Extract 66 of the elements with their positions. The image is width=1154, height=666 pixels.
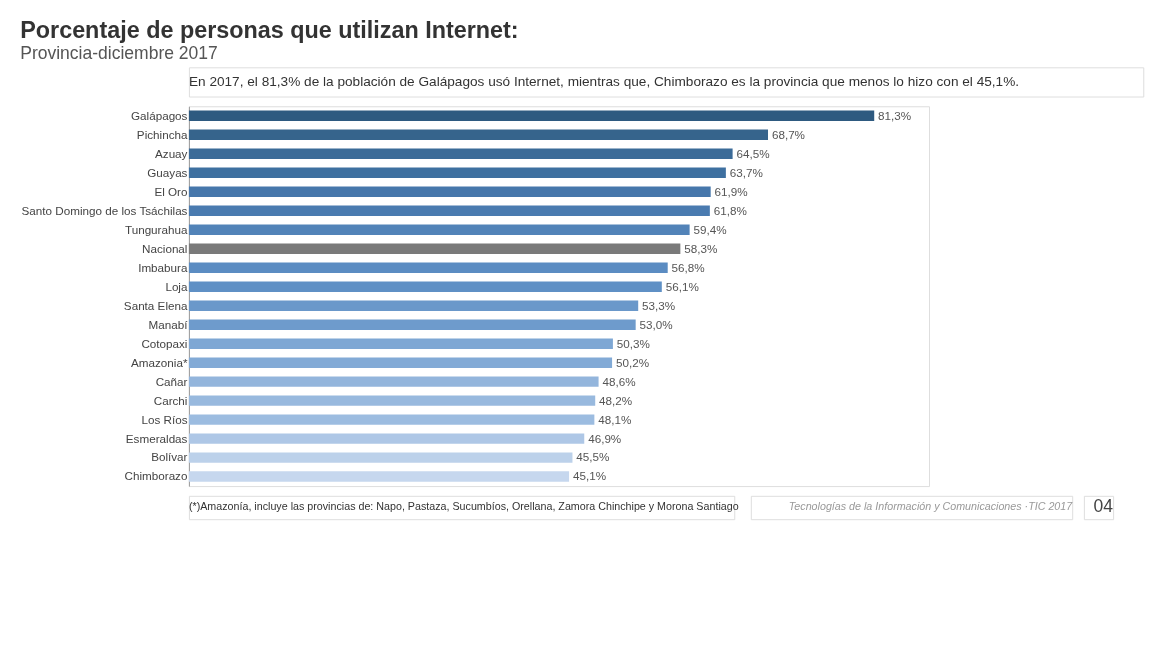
y-tick-label: Guayas — [147, 165, 188, 179]
bar — [188, 281, 662, 292]
bar — [188, 243, 681, 254]
y-tick-label: Chimborazo — [124, 469, 188, 483]
data-label: 64,5% — [736, 146, 770, 160]
bar — [188, 414, 595, 425]
data-label: 48,2% — [599, 393, 633, 407]
data-label: 61,9% — [714, 184, 748, 198]
bar — [188, 224, 690, 235]
data-label: 53,3% — [642, 298, 676, 312]
data-label: 53,0% — [639, 317, 673, 331]
y-tick-label: Amazonia* — [131, 355, 188, 369]
data-label: 48,1% — [598, 412, 632, 426]
y-tick-label: Azuay — [155, 146, 188, 160]
data-label: 50,2% — [615, 355, 650, 369]
bar — [188, 129, 769, 140]
bar — [188, 452, 573, 463]
bar — [188, 205, 710, 216]
bar — [188, 433, 585, 444]
y-tick-label: Bolívar — [151, 450, 188, 464]
data-label: 45,1% — [572, 469, 607, 483]
y-tick-label: El Oro — [154, 184, 188, 198]
text: 04 — [1093, 496, 1114, 517]
bar — [188, 110, 875, 122]
bar — [188, 395, 596, 406]
y-tick-label: Carchi — [153, 393, 188, 407]
bar — [188, 338, 613, 349]
text: Tecnologías de la Información y Comunicaciones ·TIC 2017 — [788, 500, 1074, 513]
text: En 2017, el 81,3% de la población de Galápagos usó Internet, mientras que, Chimborazo es la provincia que menos lo hizo con el 45,1%. — [188, 73, 1020, 89]
data-label: 48,6% — [602, 374, 636, 388]
data-label: 58,3% — [684, 241, 718, 255]
y-tick-label: Imbabura — [138, 260, 188, 274]
bar — [188, 167, 726, 178]
data-label: 46,9% — [588, 431, 622, 445]
y-tick-label: Nacional — [142, 241, 188, 255]
y-tick-label: Cotopaxi — [141, 336, 188, 350]
data-label: 56,1% — [665, 279, 699, 293]
y-tick-label: Manabí — [148, 317, 189, 331]
bar — [188, 148, 733, 159]
y-tick-label: Esmeraldas — [125, 431, 188, 445]
bar — [188, 471, 570, 482]
data-label: 63,7% — [729, 165, 763, 179]
data-label: 81,3% — [878, 108, 912, 122]
data-label: 59,4% — [693, 222, 727, 236]
y-tick-label: Los Ríos — [141, 412, 188, 426]
chart-subtitle: Provincia-diciembre 2017 — [20, 43, 218, 64]
bar — [188, 319, 636, 330]
bar — [188, 300, 639, 311]
y-tick-label: Santa Elena — [123, 298, 188, 312]
data-label: 50,3% — [616, 336, 650, 350]
data-label: 61,8% — [713, 203, 747, 217]
chart-title: Porcentaje de personas que utilizan Internet: — [20, 16, 519, 43]
y-tick-label: Galápagos — [131, 108, 188, 122]
data-label: 45,5% — [576, 450, 610, 464]
data-label: 56,8% — [671, 260, 705, 274]
bar — [188, 186, 711, 197]
bar — [188, 376, 599, 387]
y-tick-label: Tungurahua — [124, 222, 188, 236]
bar — [188, 357, 613, 368]
text: (*)Amazonía, incluye las provincias de: Napo, Pastaza, Sucumbíos, Orellana, Zamora Chinchipe y Morona Santiago — [188, 500, 739, 513]
y-tick-label: Pichincha — [136, 127, 188, 141]
y-tick-label: Santo Domingo de los Tsáchilas — [21, 203, 188, 217]
y-tick-label: Cañar — [155, 374, 188, 388]
bar — [188, 262, 668, 273]
data-label: 68,7% — [771, 127, 806, 141]
y-tick-label: Loja — [165, 279, 188, 293]
